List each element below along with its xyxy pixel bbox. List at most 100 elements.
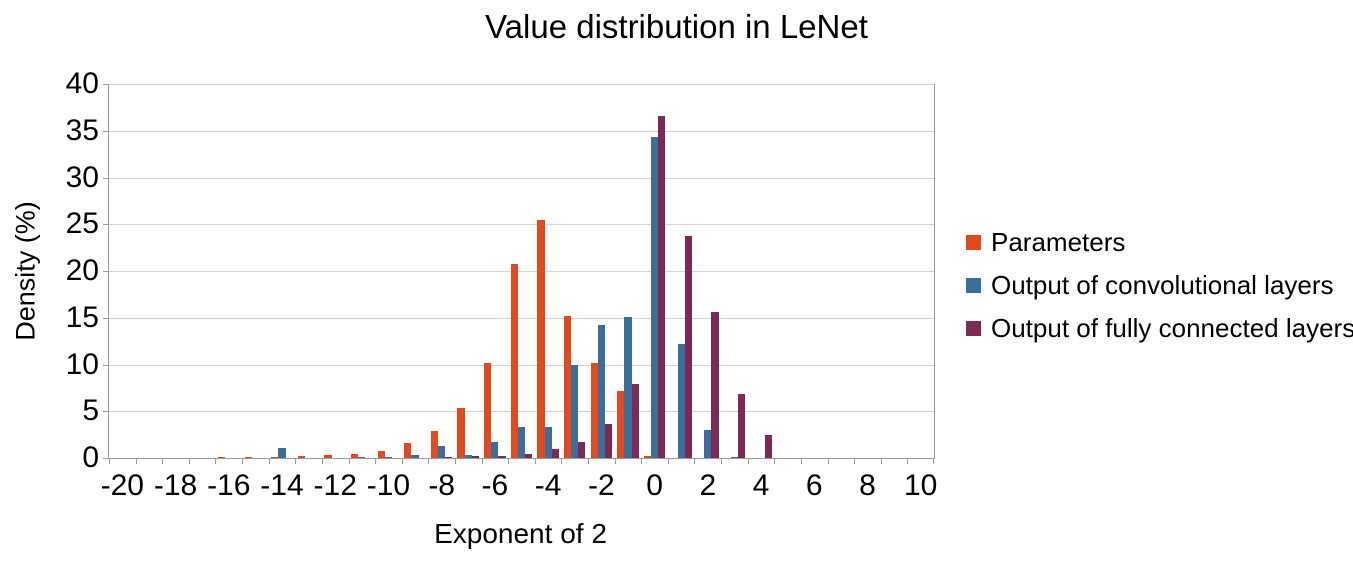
- x-axis-tick: [614, 458, 616, 464]
- bar-parameters-exp-5: [510, 264, 518, 458]
- x-tick-label: -16: [207, 469, 251, 502]
- y-gridline: [109, 364, 934, 366]
- x-axis-tick: [561, 458, 563, 464]
- bar-output-of-fully-connected-layers-exp3: [737, 393, 746, 458]
- legend: Parameters Output of convolutional layer…: [966, 221, 1353, 350]
- bar-output-of-convolutional-layers-exp-2: [597, 325, 605, 458]
- x-tick-label: -4: [534, 469, 562, 502]
- bar-parameters-exp-2: [590, 362, 598, 458]
- bar-parameters-exp-16: [217, 457, 226, 458]
- y-axis-tick: [103, 271, 109, 272]
- bar-output-of-convolutional-layers-exp3: [730, 456, 738, 458]
- y-tick-label: 20: [65, 254, 99, 287]
- legend-swatch-fc-outputs: [966, 321, 981, 336]
- bar-output-of-convolutional-layers-exp-7: [464, 454, 472, 458]
- x-axis-tick: [454, 458, 456, 464]
- x-tick-label: -18: [153, 469, 198, 502]
- x-axis-tick: [295, 458, 297, 464]
- x-tick-label: 10: [904, 469, 938, 502]
- x-axis-tick: [481, 458, 483, 464]
- bar-parameters-exp-6: [484, 362, 492, 458]
- x-axis-tick: [508, 458, 510, 464]
- x-axis-tick: [933, 458, 934, 464]
- x-axis-tick: [428, 458, 430, 464]
- legend-label-parameters: Parameters: [991, 227, 1126, 257]
- x-axis-tick: [667, 458, 669, 464]
- x-axis-title: Exponent of 2: [434, 518, 607, 549]
- bar-output-of-fully-connected-layers-exp-6: [498, 455, 506, 458]
- x-tick-label: -8: [428, 469, 455, 502]
- bar-output-of-convolutional-layers-exp-5: [517, 427, 526, 458]
- y-axis-tick: [103, 84, 109, 85]
- bar-output-of-convolutional-layers-exp-3: [571, 364, 579, 458]
- y-tick-label: 5: [82, 394, 99, 428]
- legend-item-fc-outputs: Output of fully connected layers: [966, 307, 1353, 350]
- bar-output-of-fully-connected-layers-exp-5: [525, 454, 533, 458]
- bar-parameters-exp-12: [324, 454, 332, 458]
- bar-output-of-convolutional-layers-exp1: [677, 343, 685, 458]
- bar-output-of-convolutional-layers-exp-9: [411, 455, 419, 458]
- y-axis-title: Density (%): [10, 201, 41, 341]
- legend-label-fc-outputs: Output of fully connected layers: [991, 313, 1353, 343]
- y-tick-label: 30: [65, 160, 99, 194]
- bar-parameters-exp-11: [351, 453, 359, 458]
- y-gridline: [109, 84, 934, 85]
- x-tick-label: 8: [859, 469, 876, 502]
- legend-item-conv-outputs: Output of convolutional layers: [966, 264, 1353, 307]
- legend-swatch-conv-outputs: [966, 278, 981, 293]
- x-tick-label: -20: [100, 469, 144, 502]
- bar-parameters-exp-4: [537, 219, 545, 458]
- y-axis-tick: [103, 224, 109, 226]
- x-axis-tick: [588, 458, 590, 464]
- x-axis-tick: [375, 458, 377, 464]
- y-tick-label: 35: [65, 113, 99, 147]
- bar-parameters-exp0: [643, 455, 651, 458]
- x-tick-label: -14: [260, 469, 304, 502]
- bar-output-of-convolutional-layers-exp2: [704, 429, 712, 458]
- legend-swatch-parameters: [966, 235, 981, 250]
- bar-parameters-exp-1: [617, 390, 625, 458]
- bar-output-of-convolutional-layers-exp-14: [278, 447, 286, 458]
- bar-output-of-convolutional-layers-exp-11: [358, 457, 366, 458]
- y-tick-label: 25: [65, 207, 99, 241]
- bar-parameters-exp-15: [244, 457, 252, 458]
- bar-output-of-convolutional-layers-exp-10: [384, 456, 392, 458]
- y-axis-tick: [103, 458, 109, 459]
- x-axis-tick: [348, 458, 350, 464]
- x-axis-tick: [534, 458, 536, 464]
- x-axis-tick: [721, 458, 723, 464]
- x-axis-tick: [880, 458, 882, 464]
- bar-output-of-fully-connected-layers-exp-8: [445, 457, 453, 458]
- y-gridline: [109, 224, 934, 226]
- bar-output-of-fully-connected-layers-exp-2: [604, 424, 613, 458]
- x-axis-tick: [162, 458, 164, 464]
- y-gridline: [109, 411, 934, 413]
- bar-output-of-fully-connected-layers-exp4: [764, 434, 772, 458]
- x-tick-label: -6: [481, 469, 509, 502]
- bar-output-of-fully-connected-layers-exp1: [684, 236, 692, 458]
- y-tick-label: 10: [65, 347, 99, 381]
- x-tick-label: -10: [366, 469, 411, 502]
- y-gridline: [109, 317, 934, 319]
- y-tick-label: 40: [65, 67, 99, 100]
- bar-output-of-fully-connected-layers-exp-3: [578, 442, 586, 458]
- bar-output-of-convolutional-layers-exp-4: [544, 427, 552, 458]
- x-tick-label: 6: [805, 469, 823, 502]
- plot-area: 0 5 10 15 20 25 30 35 40 -20 -18 -16 -14 -12 -10 -8 -6 -4…: [66, 67, 938, 502]
- x-axis-tick: [242, 458, 244, 464]
- x-axis-tick: [215, 458, 217, 464]
- bar-output-of-convolutional-layers-exp0: [650, 137, 659, 458]
- x-axis-tick: [641, 458, 643, 464]
- x-tick-label: 0: [646, 469, 663, 502]
- x-axis-tick: [321, 458, 323, 464]
- x-axis-tick: [747, 458, 749, 464]
- y-axis-tick: [103, 411, 109, 413]
- x-tick-label: 2: [699, 469, 717, 502]
- bar-output-of-fully-connected-layers-exp-1: [631, 384, 639, 458]
- legend-label-conv-outputs: Output of convolutional layers: [991, 270, 1334, 300]
- bar-parameters-exp-7: [457, 408, 465, 458]
- chart-title: Value distribution in LeNet: [485, 8, 868, 45]
- x-axis-tick: [109, 458, 110, 464]
- x-axis-tick: [774, 458, 776, 464]
- y-gridline: [109, 271, 934, 272]
